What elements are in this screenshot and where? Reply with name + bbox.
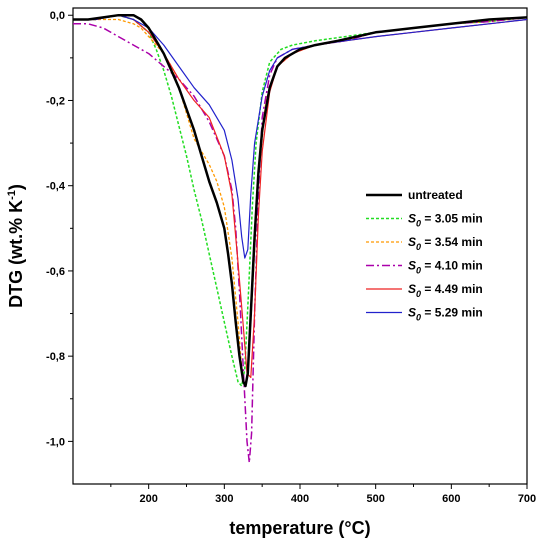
legend-label-5: S0 = 5.29 min (408, 306, 483, 323)
x-tick-label: 300 (215, 493, 233, 505)
y-tick-label: -0,8 (46, 351, 65, 363)
legend-label-sub: 0 (416, 242, 421, 252)
legend-label-rest: = 3.54 min (421, 235, 483, 249)
y-axis-title-close: ) (6, 184, 26, 190)
legend-label-0: untreated (408, 188, 463, 202)
y-tick-label: -0,6 (46, 266, 65, 278)
legend-label-var: S (408, 306, 416, 320)
y-tick-label: -0,2 (46, 95, 65, 107)
legend-label-sub: 0 (416, 289, 421, 299)
legend-label-rest: = 4.10 min (421, 259, 483, 273)
x-tick-label: 200 (139, 493, 157, 505)
legend-label-sub: 0 (416, 266, 421, 276)
legend-label-var: S (408, 259, 416, 273)
series-line-5 (73, 14, 528, 259)
y-tick-label: -0,4 (46, 181, 66, 193)
x-tick-label: 500 (366, 493, 384, 505)
legend-label-var: S (408, 235, 416, 249)
legend-label-2: S0 = 3.54 min (408, 235, 483, 252)
legend-label-var: S (408, 212, 416, 226)
legend-label-rest: = 5.29 min (421, 306, 483, 320)
legend-label-rest: = 4.49 min (421, 282, 483, 296)
series-line-1 (73, 14, 528, 387)
legend-label-var: S (408, 282, 416, 296)
legend-label-sub: 0 (416, 313, 421, 323)
x-tick-label: 400 (291, 493, 309, 505)
legend-label-4: S0 = 4.49 min (408, 282, 483, 299)
legend-label-3: S0 = 4.10 min (408, 259, 483, 276)
legend-label-1: S0 = 3.05 min (408, 212, 483, 229)
y-axis-title-main: DTG (wt.% K (6, 200, 26, 308)
x-tick-label: 600 (442, 493, 460, 505)
x-tick-label: 700 (518, 493, 536, 505)
y-tick-label: -1,0 (46, 436, 65, 448)
x-axis-title: temperature (°C) (229, 518, 370, 538)
legend-label-rest: = 3.05 min (421, 212, 483, 226)
y-axis-title-superscript: -1 (6, 190, 18, 200)
y-axis-title: DTG (wt.% K-1) (6, 184, 26, 308)
legend-label-sub: 0 (416, 219, 421, 229)
y-tick-label: 0,0 (50, 10, 65, 22)
series-line-0 (73, 13, 528, 388)
